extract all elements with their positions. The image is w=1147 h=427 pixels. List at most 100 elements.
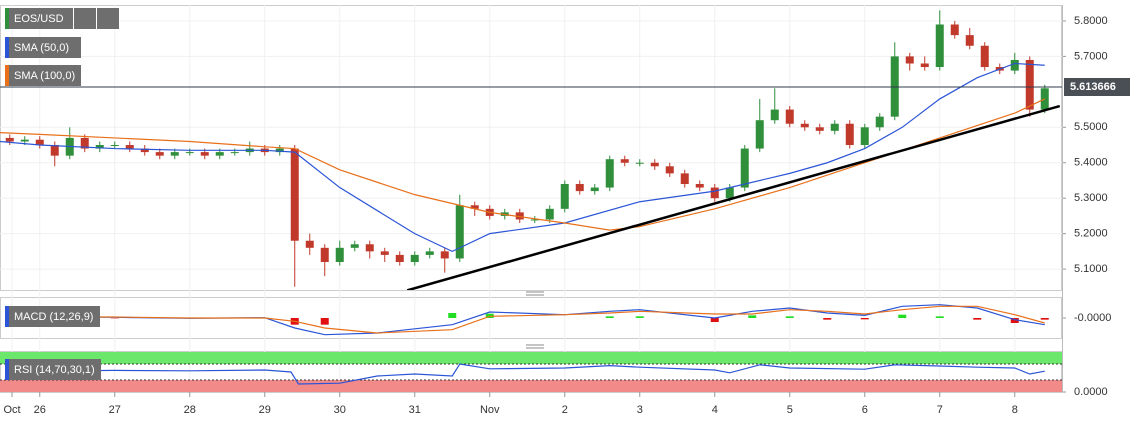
rsi-label-swatch: [5, 359, 9, 380]
macd-histogram-bar: [635, 316, 644, 318]
candle-body: [470, 205, 479, 209]
x-tick-label: 6: [862, 404, 868, 416]
candle-body: [140, 148, 149, 153]
lines: [0, 62, 1061, 290]
blank-box: [18, 243, 130, 272]
candle-body: [320, 247, 329, 262]
candle-body: [860, 127, 869, 146]
rsi-label-box: [5, 359, 101, 380]
rsi-band: [0, 352, 1062, 364]
candle-body: [1010, 59, 1019, 71]
sma-line: [0, 62, 1045, 253]
sma-line: [0, 98, 1046, 231]
candle-body: [200, 152, 209, 156]
macd-histogram-bar: [448, 313, 457, 318]
x-tick-label: 7: [937, 404, 943, 416]
candle-body: [665, 166, 674, 174]
macd-histogram-bar: [860, 318, 869, 320]
macd-line: [9, 305, 1045, 334]
macd-label: MACD (12,26,9): [14, 311, 93, 323]
x-tick-label: 2: [562, 404, 568, 416]
macd-label-box: [5, 306, 100, 327]
settings-button: [97, 8, 119, 29]
candle-body: [125, 145, 134, 149]
macd-histogram-bar: [785, 316, 794, 318]
candle-body: [425, 251, 434, 255]
symbol-label-swatch: [5, 8, 9, 29]
candle-body: [410, 254, 419, 262]
candles: [5, 10, 1049, 287]
candle-body: [725, 187, 734, 199]
x-tick-label: 3: [637, 404, 643, 416]
candle-body: [800, 123, 809, 128]
candle-body: [215, 152, 224, 156]
candle-body: [815, 127, 824, 131]
y-tick-label: 5.5000: [1074, 121, 1108, 133]
candle-body: [530, 219, 539, 221]
candle-body: [785, 109, 794, 124]
macd-histogram-bar: [748, 315, 757, 318]
last-price-label: 5.613666: [1070, 81, 1116, 93]
panel-grip: [526, 291, 544, 349]
legend-entry-box: [5, 65, 81, 86]
y-tick-label: 5.2000: [1074, 228, 1108, 240]
legend-entry: SMA (100,0): [14, 70, 75, 82]
x-tick-label: 4: [712, 404, 718, 416]
macd-histogram-bar: [898, 314, 907, 318]
legend-entry-box: [5, 37, 81, 58]
macd-line: [9, 304, 1045, 336]
y-tick-label: 5.8000: [1074, 15, 1108, 27]
candle-body: [845, 123, 854, 146]
candle-body: [830, 123, 839, 131]
macd-histogram-bar: [823, 318, 832, 320]
y-tick-label: 5.4000: [1074, 157, 1108, 169]
macd-plot: [5, 304, 1049, 336]
candle-body: [875, 116, 884, 128]
candle-body: [110, 145, 119, 147]
candle-body: [740, 148, 749, 188]
rsi-label: RSI (14,70,30,1): [14, 364, 95, 376]
legend-entry-swatch: [5, 37, 9, 58]
candle-body: [440, 251, 449, 259]
macd-histogram-bar: [1040, 318, 1049, 320]
candle-body: [650, 162, 659, 167]
candle-body: [5, 137, 14, 142]
candle-body: [50, 145, 59, 156]
x-tick-label: Oct: [3, 404, 20, 416]
refresh-button: [74, 8, 96, 29]
candle-body: [1025, 59, 1034, 110]
macd-label-swatch: [5, 306, 9, 327]
candle-body: [305, 240, 314, 248]
x-tick-label: 8: [1012, 404, 1018, 416]
legend-entry-swatch: [5, 65, 9, 86]
candle-body: [605, 159, 614, 188]
x-tick-label: 31: [409, 404, 421, 416]
candle-body: [350, 244, 359, 248]
last-price-box: [1064, 78, 1130, 97]
candle-body: [365, 244, 374, 252]
candle-body: [695, 184, 704, 188]
candle-body: [455, 205, 464, 259]
macd-histogram-bar: [710, 318, 719, 322]
macd-histogram-bar: [935, 316, 944, 318]
candle-body: [95, 145, 104, 149]
candle-body: [275, 148, 284, 153]
rsi-band: [0, 380, 1062, 392]
legend-entry: SMA (50,0): [14, 42, 69, 54]
candle-body: [545, 208, 554, 220]
candle-body: [80, 137, 89, 149]
candle-body: [335, 247, 344, 262]
macd-histogram-bar: [605, 316, 614, 318]
x-tick-label: 30: [334, 404, 346, 416]
candle-body: [380, 251, 389, 255]
macd-histogram-bar: [320, 318, 329, 325]
candle-body: [560, 184, 569, 209]
candle-body: [395, 254, 404, 262]
macd-histogram-bar: [973, 318, 982, 320]
candle-body: [920, 63, 929, 68]
y-tick-label: 0.0000: [1074, 386, 1108, 398]
price-panel-frame: [0, 5, 1062, 291]
candle-body: [770, 109, 779, 121]
symbol-label: EOS/USD: [14, 13, 64, 25]
